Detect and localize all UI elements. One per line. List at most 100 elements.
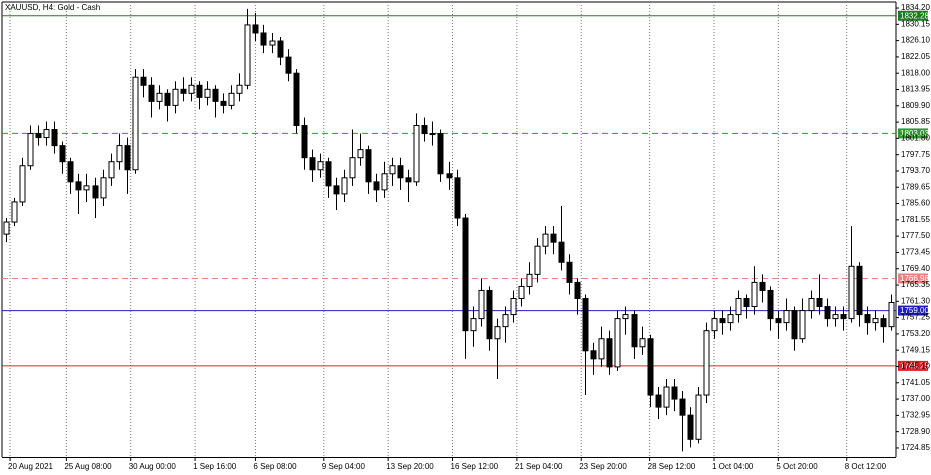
candle-body bbox=[43, 129, 50, 139]
grid bbox=[9, 2, 848, 457]
y-tick-label: 1724.85 bbox=[901, 443, 930, 452]
candle-body bbox=[799, 310, 806, 340]
candles bbox=[3, 8, 895, 452]
candle-body bbox=[848, 265, 855, 320]
candle-body bbox=[446, 173, 453, 179]
candle-body bbox=[51, 129, 58, 147]
y-tick-label: 1777.50 bbox=[901, 231, 930, 240]
candle-body bbox=[671, 386, 678, 400]
candle-body bbox=[429, 133, 436, 136]
candle-body bbox=[132, 76, 139, 171]
y-tick-label: 1826.10 bbox=[901, 36, 930, 45]
candle-body bbox=[301, 125, 308, 159]
price-level-label: 1745.25 bbox=[900, 361, 929, 370]
candle-body bbox=[252, 24, 259, 34]
candle-body bbox=[647, 338, 654, 396]
candle-body bbox=[269, 40, 276, 46]
x-tick-label: 28 Sep 12:00 bbox=[648, 462, 696, 471]
x-tick-label: 21 Sep 04:00 bbox=[515, 462, 563, 471]
y-tick-label: 1809.90 bbox=[901, 101, 930, 110]
candle-body bbox=[518, 285, 525, 299]
y-tick-label: 1793.70 bbox=[901, 166, 930, 175]
candle-body bbox=[212, 88, 219, 102]
candle-body bbox=[92, 185, 99, 199]
candle-body bbox=[389, 165, 396, 175]
candle-body bbox=[164, 92, 171, 106]
candle-body bbox=[277, 40, 284, 58]
candle-body bbox=[735, 297, 742, 316]
candle-body bbox=[711, 318, 718, 332]
candle-body bbox=[317, 161, 324, 171]
candle-body bbox=[719, 318, 726, 324]
y-tick-label: 1765.35 bbox=[901, 280, 930, 289]
y-tick-label: 1818.00 bbox=[901, 68, 930, 77]
chart-title: XAUUSD, H4: Gold - Cash bbox=[5, 3, 100, 12]
y-tick-label: 1773.45 bbox=[901, 248, 930, 257]
candle-body bbox=[606, 338, 613, 368]
candle-body bbox=[413, 125, 420, 183]
y-tick-label: 1732.95 bbox=[901, 410, 930, 419]
y-tick-label: 1805.85 bbox=[901, 117, 930, 126]
candle-body bbox=[67, 161, 74, 183]
candle-body bbox=[27, 133, 34, 167]
candle-body bbox=[244, 24, 251, 86]
x-tick-label: 16 Sep 12:00 bbox=[451, 462, 499, 471]
candle-body bbox=[470, 318, 477, 332]
candle-body bbox=[687, 414, 694, 440]
candle-body bbox=[526, 273, 533, 287]
y-tick-label: 1801.80 bbox=[901, 133, 930, 142]
x-tick-label: 9 Sep 04:00 bbox=[322, 462, 366, 471]
x-tick-label: 6 Sep 08:00 bbox=[253, 462, 297, 471]
candle-body bbox=[172, 88, 179, 106]
candle-body bbox=[156, 92, 163, 102]
y-tick-label: 1745.10 bbox=[901, 362, 930, 371]
price-level-box bbox=[898, 128, 928, 139]
candle-body bbox=[124, 145, 131, 171]
y-tick-label: 1761.30 bbox=[901, 296, 930, 305]
candle-body bbox=[598, 338, 605, 360]
candle-body bbox=[631, 314, 638, 348]
candle-body bbox=[204, 88, 211, 98]
candle-body bbox=[864, 314, 871, 324]
y-tick-label: 1834.20 bbox=[901, 3, 930, 12]
candle-body bbox=[751, 281, 758, 308]
candle-body bbox=[19, 165, 26, 203]
x-tick-label: 23 Sep 20:00 bbox=[579, 462, 627, 471]
candle-body bbox=[285, 56, 292, 74]
candle-body bbox=[808, 297, 815, 312]
candle-body bbox=[550, 233, 557, 243]
y-tick-label: 1797.75 bbox=[901, 150, 930, 159]
candle-body bbox=[775, 318, 782, 324]
candle-body bbox=[35, 133, 42, 139]
y-tick-label: 1789.65 bbox=[901, 182, 930, 191]
candle-body bbox=[333, 185, 340, 195]
candle-body bbox=[679, 398, 686, 416]
candle-body bbox=[365, 149, 372, 183]
price-level-label: 1832.28 bbox=[900, 11, 929, 20]
candle-body bbox=[872, 318, 879, 324]
candle-body bbox=[880, 318, 887, 328]
x-tick-label: 1 Sep 16:00 bbox=[193, 462, 237, 471]
y-tick-label: 1813.95 bbox=[901, 85, 930, 94]
candle-body bbox=[405, 177, 412, 183]
y-tick-label: 1781.55 bbox=[901, 215, 930, 224]
x-tick-label: 1 Oct 04:00 bbox=[712, 462, 754, 471]
candle-body bbox=[816, 297, 823, 308]
candle-body bbox=[639, 338, 646, 348]
candle-body bbox=[462, 217, 469, 332]
candle-body bbox=[59, 145, 66, 163]
axes: 1834.20 1830.15 1826.10 1822.05 1818.00 1813.… bbox=[8, 3, 930, 471]
candle-body bbox=[421, 125, 428, 135]
y-tick-label: 1728.90 bbox=[901, 427, 930, 436]
candle-body bbox=[494, 326, 501, 340]
y-tick-label: 1769.40 bbox=[901, 264, 930, 273]
candle-body bbox=[783, 310, 790, 324]
candle-body bbox=[357, 149, 364, 159]
candle-body bbox=[582, 297, 589, 352]
candle-body bbox=[100, 177, 107, 199]
candle-body bbox=[856, 265, 863, 316]
x-tick-label: 8 Oct 12:00 bbox=[845, 462, 887, 471]
x-tick-label: 13 Sep 20:00 bbox=[386, 462, 434, 471]
y-tick-label: 1753.20 bbox=[901, 329, 930, 338]
